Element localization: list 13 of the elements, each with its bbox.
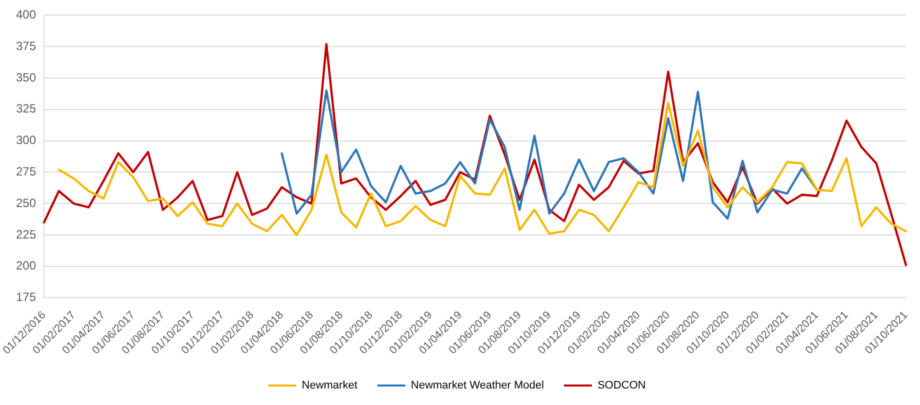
y-tick-label: 200: [16, 258, 36, 273]
y-tick-label: 400: [16, 8, 36, 22]
legend-label: Newmarket: [302, 380, 358, 392]
y-tick-label: 350: [16, 70, 36, 84]
y-tick-label: 375: [16, 38, 36, 53]
y-tick-label: 275: [16, 164, 36, 178]
legend-label: Newmarket Weather Model: [410, 380, 544, 392]
legend-label: SODCON: [597, 380, 646, 392]
y-tick-label: 175: [16, 290, 36, 304]
y-tick-label: 325: [16, 102, 36, 116]
y-tick-label: 250: [16, 196, 36, 210]
y-tick-label: 225: [16, 227, 36, 242]
y-tick-label: 300: [16, 133, 36, 148]
